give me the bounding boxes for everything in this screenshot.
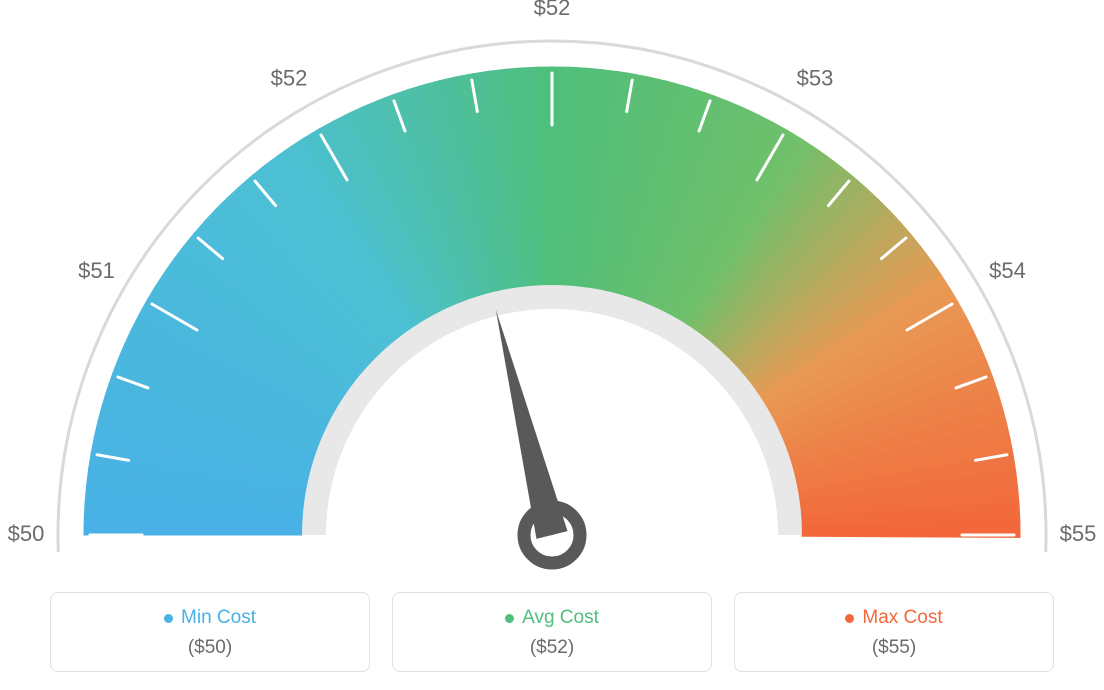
svg-text:$55: $55 (1060, 521, 1097, 546)
dot-max (845, 614, 854, 623)
dot-min (164, 614, 173, 623)
svg-text:$54: $54 (989, 258, 1026, 283)
svg-text:$52: $52 (534, 0, 571, 20)
legend-title-max: Max Cost (862, 607, 942, 629)
svg-text:$53: $53 (797, 65, 834, 90)
legend-value-avg: ($52) (403, 637, 701, 659)
legend-value-min: ($50) (61, 637, 359, 659)
cost-gauge: $50 $51 $52 $52 $53 $54 $55 (0, 0, 1104, 570)
dot-avg (505, 614, 514, 623)
legend-title-avg: Avg Cost (522, 607, 599, 629)
svg-text:$52: $52 (271, 65, 308, 90)
legend-card-min: Min Cost ($50) (50, 592, 370, 672)
legend-card-max: Max Cost ($55) (734, 592, 1054, 672)
legend-title-min: Min Cost (181, 607, 256, 629)
legend-value-max: ($55) (745, 637, 1043, 659)
legend-card-avg: Avg Cost ($52) (392, 592, 712, 672)
svg-text:$50: $50 (8, 521, 45, 546)
svg-text:$51: $51 (78, 258, 115, 283)
legend-row: Min Cost ($50) Avg Cost ($52) Max Cost (… (0, 592, 1104, 672)
